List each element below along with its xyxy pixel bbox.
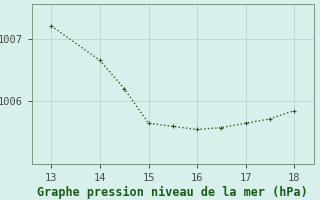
X-axis label: Graphe pression niveau de la mer (hPa): Graphe pression niveau de la mer (hPa) (37, 186, 308, 199)
